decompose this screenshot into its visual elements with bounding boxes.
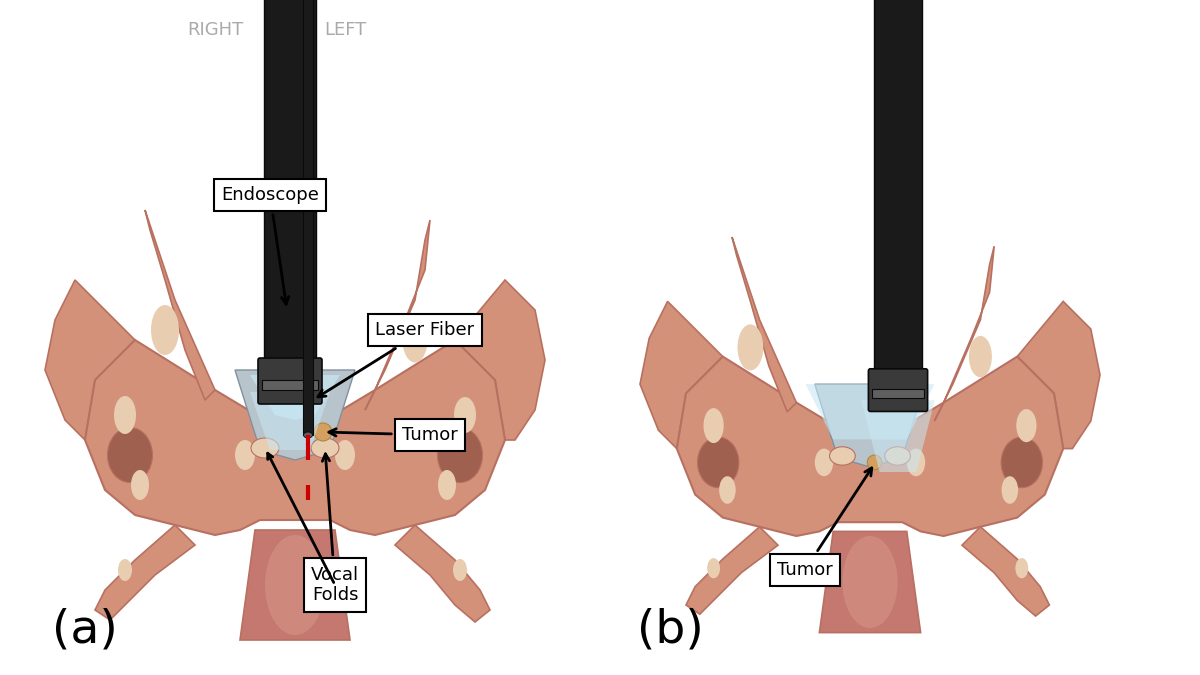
Ellipse shape [151, 305, 179, 355]
Polygon shape [677, 356, 1063, 536]
Polygon shape [640, 302, 722, 449]
Text: LEFT: LEFT [324, 21, 366, 39]
Ellipse shape [314, 423, 332, 441]
Ellipse shape [251, 438, 278, 458]
Ellipse shape [335, 440, 355, 470]
Polygon shape [872, 389, 924, 398]
Ellipse shape [738, 325, 763, 371]
Polygon shape [732, 237, 797, 412]
Polygon shape [250, 392, 330, 450]
Ellipse shape [438, 470, 456, 500]
Polygon shape [145, 210, 215, 400]
Ellipse shape [1016, 409, 1037, 442]
Ellipse shape [829, 447, 856, 465]
Polygon shape [240, 530, 350, 640]
FancyBboxPatch shape [258, 358, 322, 404]
Text: Tumor: Tumor [778, 468, 871, 579]
Polygon shape [46, 280, 134, 440]
Polygon shape [815, 384, 925, 467]
FancyBboxPatch shape [869, 369, 928, 412]
Ellipse shape [454, 559, 467, 581]
Ellipse shape [868, 455, 882, 470]
Polygon shape [250, 375, 340, 420]
Polygon shape [395, 525, 490, 622]
Ellipse shape [884, 447, 911, 465]
Polygon shape [820, 531, 920, 632]
Polygon shape [365, 220, 430, 410]
Text: Tumor: Tumor [329, 426, 458, 444]
Ellipse shape [1002, 476, 1018, 504]
Polygon shape [686, 526, 778, 614]
Ellipse shape [697, 437, 739, 488]
Polygon shape [262, 380, 318, 390]
Ellipse shape [907, 449, 925, 476]
Ellipse shape [235, 440, 256, 470]
Ellipse shape [968, 336, 992, 377]
Text: RIGHT: RIGHT [187, 21, 244, 39]
Ellipse shape [707, 558, 720, 578]
Polygon shape [874, 0, 922, 389]
Ellipse shape [108, 427, 152, 483]
Ellipse shape [114, 396, 136, 434]
Text: Vocal
Folds: Vocal Folds [311, 454, 359, 604]
Ellipse shape [131, 470, 149, 500]
Ellipse shape [265, 535, 325, 635]
Ellipse shape [311, 438, 340, 458]
Text: (a): (a) [52, 608, 118, 653]
Polygon shape [455, 280, 545, 440]
Text: Laser Fiber: Laser Fiber [318, 321, 474, 397]
Ellipse shape [304, 432, 312, 438]
Ellipse shape [438, 427, 482, 483]
Polygon shape [1018, 302, 1100, 449]
Polygon shape [935, 246, 995, 421]
Polygon shape [264, 0, 316, 380]
Ellipse shape [402, 317, 427, 362]
Ellipse shape [815, 449, 833, 476]
Polygon shape [95, 525, 194, 620]
Ellipse shape [118, 559, 132, 581]
Polygon shape [302, 0, 313, 435]
Ellipse shape [1001, 437, 1043, 488]
Ellipse shape [719, 476, 736, 504]
Ellipse shape [1015, 558, 1028, 578]
Polygon shape [962, 526, 1050, 616]
Ellipse shape [703, 408, 724, 443]
Polygon shape [862, 400, 935, 472]
Polygon shape [235, 370, 355, 460]
Text: Endoscope: Endoscope [221, 186, 319, 304]
Polygon shape [805, 384, 935, 439]
Text: (b): (b) [637, 608, 703, 653]
Ellipse shape [454, 397, 476, 433]
Ellipse shape [842, 536, 898, 628]
Polygon shape [85, 340, 505, 535]
